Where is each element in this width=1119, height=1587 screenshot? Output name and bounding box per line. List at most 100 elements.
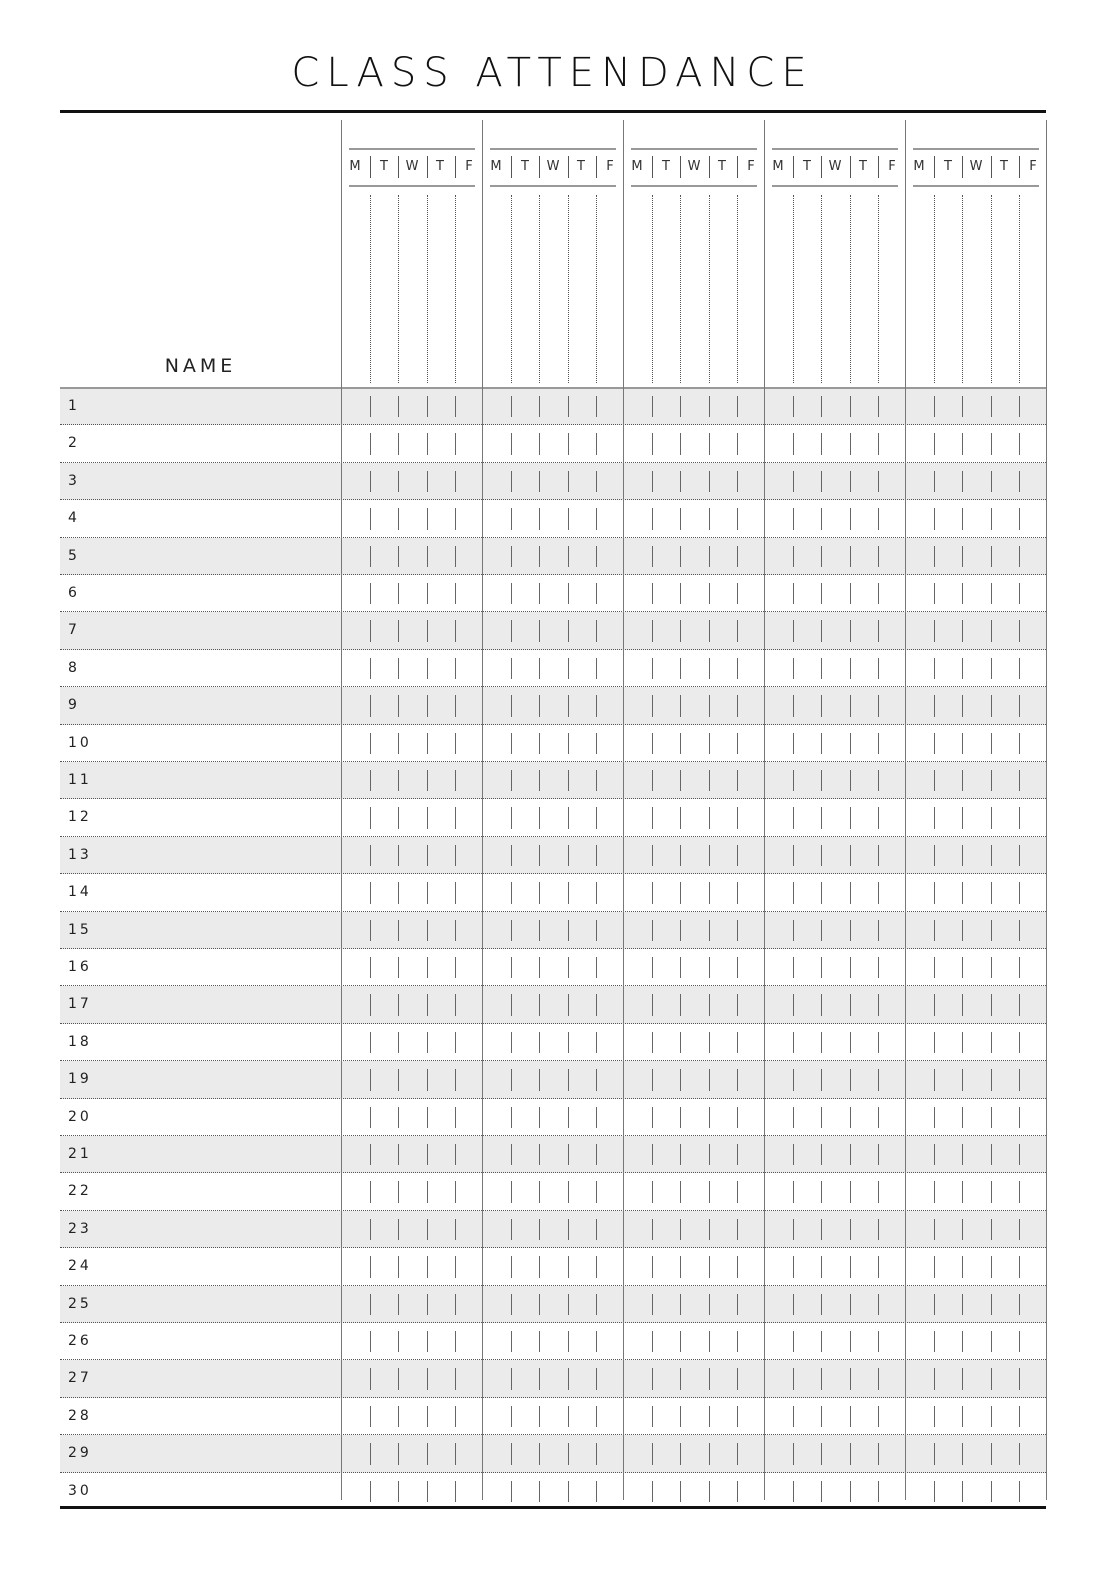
table-row[interactable] (60, 1248, 1046, 1285)
day-cell-tick (850, 1480, 851, 1502)
table-row[interactable] (60, 1024, 1046, 1061)
day-cell-tick (850, 695, 851, 717)
table-row[interactable] (60, 425, 1046, 462)
table-row[interactable] (60, 388, 1046, 426)
table-row[interactable] (60, 650, 1046, 687)
table-row[interactable] (60, 1323, 1046, 1360)
table-row[interactable] (60, 1285, 1046, 1323)
table-row[interactable] (60, 911, 1046, 949)
day-cell-tick (427, 1480, 428, 1502)
day-cell-tick (652, 844, 653, 867)
row-number: 11 (68, 772, 92, 788)
day-cell-tick (793, 882, 794, 904)
table-row[interactable] (60, 874, 1046, 911)
table-row[interactable] (60, 836, 1046, 875)
day-cell-tick (962, 433, 963, 455)
day-cell-tick (1019, 882, 1020, 904)
day-cell-tick (398, 1331, 399, 1353)
day-cell-tick (596, 583, 597, 605)
day-cell-tick (511, 807, 512, 829)
day-cell-tick (1019, 1181, 1020, 1203)
day-label-divider (821, 156, 822, 178)
day-cell-tick (850, 882, 851, 904)
table-row[interactable] (60, 1061, 1046, 1099)
day-cell-tick (370, 657, 371, 680)
day-cell-tick (878, 695, 879, 717)
day-cell-tick (511, 1256, 512, 1278)
row-number: 23 (68, 1220, 92, 1237)
day-cell-tick (455, 695, 456, 717)
day-label-divider (850, 156, 851, 178)
day-cell-tick (709, 1031, 710, 1054)
day-cell-tick (962, 1181, 963, 1203)
week-date-line[interactable] (349, 148, 475, 150)
day-cell-tick (878, 919, 879, 941)
table-row[interactable] (60, 612, 1046, 650)
week-date-line[interactable] (490, 148, 616, 150)
header-divider (60, 387, 1046, 389)
day-cell-tick (596, 1293, 597, 1315)
week-column-line (764, 120, 765, 1500)
day-cell-tick (850, 994, 851, 1016)
day-cell-tick (511, 1443, 512, 1465)
week-header-underline (349, 185, 475, 187)
day-cell-tick (511, 583, 512, 605)
day-cell-tick (709, 882, 710, 904)
day-cell-tick (398, 1443, 399, 1465)
day-cell-tick (709, 844, 710, 867)
day-cell-tick (709, 1181, 710, 1203)
day-cell-tick (680, 1181, 681, 1203)
table-row[interactable] (60, 537, 1046, 575)
day-cell-tick (962, 508, 963, 530)
day-cell-tick (427, 620, 428, 642)
table-row[interactable] (60, 799, 1046, 836)
table-row[interactable] (60, 500, 1046, 537)
table-row[interactable] (60, 1360, 1046, 1398)
day-cell-tick (568, 1106, 569, 1128)
day-cell-tick (709, 770, 710, 792)
day-cell-tick (680, 994, 681, 1016)
table-row[interactable] (60, 1398, 1046, 1435)
week-date-line[interactable] (913, 148, 1039, 150)
day-cell-tick (596, 957, 597, 979)
row-divider (60, 761, 1046, 762)
row-divider (60, 1434, 1046, 1436)
week-date-line[interactable] (631, 148, 757, 150)
day-cell-tick (398, 1480, 399, 1502)
table-row[interactable] (60, 687, 1046, 725)
table-row[interactable] (60, 986, 1046, 1024)
week-header-underline (490, 185, 616, 187)
day-cell-tick (680, 470, 681, 493)
table-row[interactable] (60, 1136, 1046, 1174)
day-cell-tick (878, 1368, 879, 1390)
table-row[interactable] (60, 725, 1046, 762)
table-row[interactable] (60, 1435, 1046, 1473)
table-row[interactable] (60, 1099, 1046, 1136)
day-cell-tick (370, 1293, 371, 1315)
table-row[interactable] (60, 949, 1046, 986)
bottom-rule (60, 1506, 1046, 1509)
day-cell-tick (737, 1181, 738, 1203)
table-row[interactable] (60, 1173, 1046, 1210)
day-label: T (521, 159, 529, 174)
day-cell-tick (427, 508, 428, 530)
table-row[interactable] (60, 462, 1046, 501)
week-date-line[interactable] (772, 148, 898, 150)
day-cell-tick (821, 1218, 822, 1241)
day-cell-tick (991, 957, 992, 979)
day-cell-tick (455, 508, 456, 530)
week-column-line (1046, 120, 1047, 1500)
table-row[interactable] (60, 575, 1046, 612)
table-row[interactable] (60, 1473, 1046, 1510)
row-divider (60, 1284, 1046, 1286)
day-label-divider (398, 156, 399, 178)
day-cell-tick (652, 695, 653, 717)
day-cell-tick (455, 1405, 456, 1428)
day-cell-tick (568, 1069, 569, 1091)
row-number: 14 (68, 884, 92, 901)
day-cell-tick (878, 1218, 879, 1241)
table-row[interactable] (60, 1210, 1046, 1249)
day-cell-tick (652, 620, 653, 642)
table-row[interactable] (60, 762, 1046, 800)
day-cell-tick (370, 1443, 371, 1465)
